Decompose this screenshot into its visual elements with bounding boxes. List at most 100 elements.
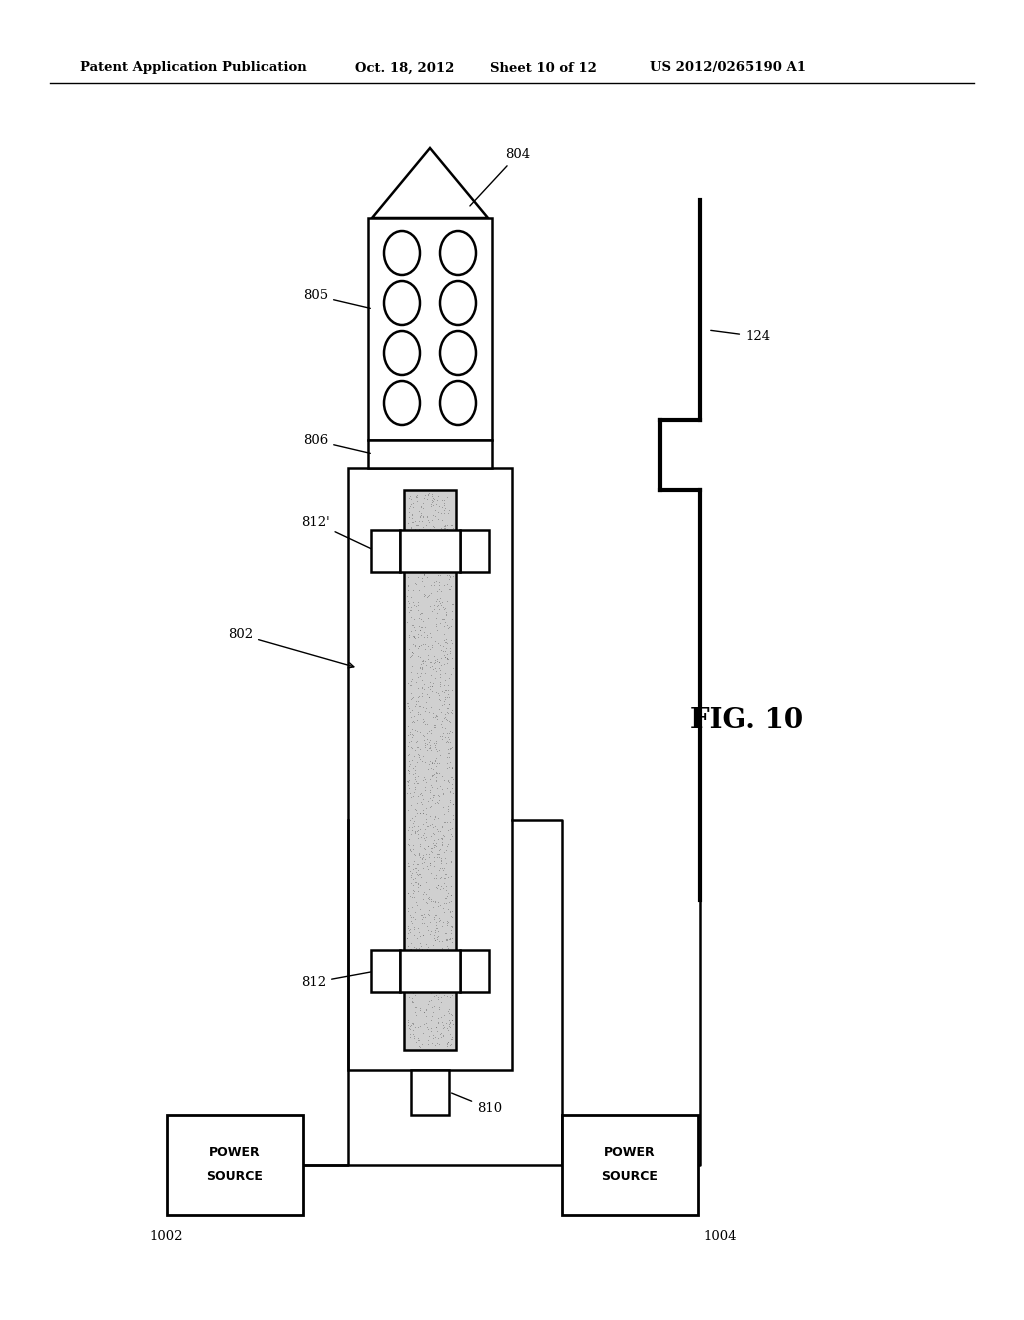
Point — [422, 737, 438, 758]
Point — [427, 750, 443, 771]
Point — [427, 657, 443, 678]
Point — [414, 912, 430, 933]
Point — [406, 496, 422, 517]
Point — [424, 997, 440, 1018]
Point — [432, 867, 449, 888]
Point — [416, 546, 432, 568]
Point — [430, 829, 446, 850]
Bar — [400, 531, 460, 572]
Point — [434, 859, 451, 880]
Point — [429, 595, 445, 616]
Point — [409, 539, 425, 560]
Point — [426, 995, 442, 1016]
Point — [419, 739, 435, 760]
Point — [406, 991, 422, 1012]
Point — [413, 635, 429, 656]
Point — [417, 549, 433, 570]
Point — [444, 566, 461, 587]
Point — [415, 511, 431, 532]
Point — [402, 1016, 419, 1038]
Point — [411, 545, 427, 566]
Point — [417, 585, 433, 606]
Point — [425, 491, 441, 512]
Point — [418, 933, 434, 954]
Point — [426, 784, 442, 805]
Point — [434, 717, 451, 738]
Point — [417, 768, 433, 789]
Point — [408, 979, 424, 1001]
Point — [420, 858, 436, 879]
Point — [420, 919, 436, 940]
Point — [439, 709, 456, 730]
Point — [407, 781, 423, 803]
Point — [399, 917, 416, 939]
Point — [437, 847, 454, 869]
Point — [415, 847, 431, 869]
Point — [441, 781, 458, 803]
Point — [439, 675, 456, 696]
Point — [422, 535, 438, 556]
Point — [429, 1020, 445, 1041]
Point — [410, 515, 426, 536]
Point — [426, 940, 442, 961]
Point — [426, 807, 442, 828]
Point — [418, 810, 434, 832]
Point — [427, 649, 443, 671]
Point — [424, 764, 440, 785]
Point — [431, 652, 447, 673]
Point — [425, 714, 441, 735]
Point — [411, 635, 427, 656]
Point — [413, 653, 429, 675]
Point — [400, 731, 417, 752]
Point — [401, 487, 418, 508]
Point — [407, 573, 423, 594]
Point — [400, 828, 417, 849]
Point — [408, 821, 424, 842]
Point — [411, 921, 427, 942]
Point — [442, 643, 459, 664]
Point — [428, 602, 444, 623]
Point — [433, 828, 450, 849]
Point — [402, 553, 419, 574]
Point — [401, 1018, 418, 1039]
Point — [429, 706, 445, 727]
Point — [426, 499, 442, 520]
Point — [433, 714, 450, 735]
Point — [406, 544, 422, 565]
Point — [418, 826, 434, 847]
Point — [402, 904, 419, 925]
Point — [427, 737, 443, 758]
Point — [420, 483, 436, 504]
Point — [406, 626, 422, 647]
Bar — [404, 490, 456, 1049]
Point — [428, 591, 444, 612]
Point — [404, 723, 421, 744]
Point — [444, 916, 461, 937]
Point — [414, 568, 430, 589]
Point — [410, 737, 426, 758]
Point — [425, 494, 441, 515]
Point — [436, 498, 453, 519]
Point — [432, 847, 449, 869]
Point — [403, 711, 420, 733]
Point — [418, 968, 434, 989]
Point — [432, 635, 449, 656]
Point — [421, 483, 437, 504]
Point — [415, 709, 431, 730]
Point — [444, 657, 461, 678]
Point — [403, 896, 420, 917]
Point — [420, 887, 436, 908]
Point — [399, 820, 416, 841]
Point — [410, 772, 426, 793]
Point — [435, 970, 452, 991]
Point — [431, 998, 447, 1019]
Point — [428, 941, 444, 962]
Point — [404, 642, 421, 663]
Point — [409, 721, 425, 742]
Point — [402, 1023, 419, 1044]
Point — [411, 636, 427, 657]
Point — [420, 789, 436, 810]
Point — [424, 970, 440, 991]
Point — [427, 1035, 443, 1056]
Point — [443, 647, 460, 668]
